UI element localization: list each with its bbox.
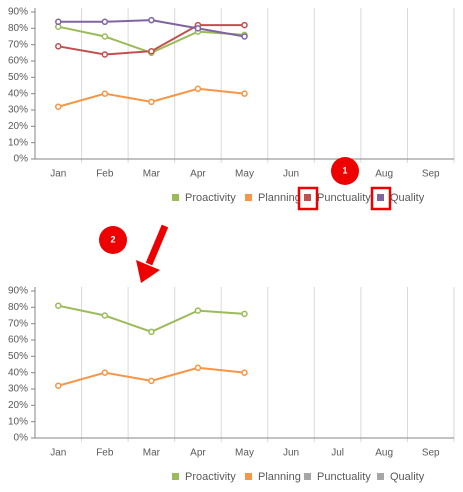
data-point bbox=[101, 18, 109, 26]
y-tick-label: 70% bbox=[8, 318, 28, 329]
data-point bbox=[55, 103, 62, 110]
data-point bbox=[101, 90, 109, 97]
data-point bbox=[194, 364, 202, 372]
legend-swatch bbox=[245, 473, 252, 480]
highlight-box bbox=[297, 186, 319, 211]
legend-label: Punctuality bbox=[317, 192, 371, 204]
x-tick-label: Jan bbox=[50, 448, 66, 459]
legend-swatch bbox=[377, 194, 384, 201]
data-point bbox=[148, 377, 155, 385]
x-tick-label: May bbox=[235, 448, 254, 459]
y-tick-label: 50% bbox=[8, 351, 28, 362]
x-tick-label: Sep bbox=[422, 448, 440, 459]
data-point bbox=[194, 85, 202, 93]
x-tick-label: Sep bbox=[422, 169, 440, 180]
data-point bbox=[55, 382, 62, 389]
legend-label: Proactivity bbox=[185, 471, 236, 483]
y-tick-label: 40% bbox=[8, 88, 28, 99]
data-point bbox=[101, 312, 109, 319]
y-tick-label: 20% bbox=[8, 121, 28, 132]
y-tick-label: 10% bbox=[8, 137, 28, 148]
series-line bbox=[58, 304, 245, 333]
y-tick-label: 0% bbox=[14, 154, 29, 165]
data-point bbox=[148, 47, 155, 55]
x-tick-label: Feb bbox=[96, 169, 114, 180]
y-tick-label: 50% bbox=[8, 72, 28, 83]
y-tick-label: 30% bbox=[8, 384, 28, 395]
y-tick-label: 0% bbox=[14, 433, 29, 444]
data-point bbox=[241, 21, 248, 29]
legend-swatch bbox=[172, 194, 179, 201]
y-tick-label: 80% bbox=[8, 302, 28, 313]
data-point bbox=[55, 302, 62, 309]
x-tick-label: Apr bbox=[190, 448, 206, 459]
legend-label: Quality bbox=[390, 471, 425, 483]
x-tick-label: Mar bbox=[143, 448, 161, 459]
x-tick-label: Jun bbox=[283, 448, 299, 459]
data-point bbox=[148, 328, 155, 336]
y-tick-label: 20% bbox=[8, 400, 28, 411]
legend-label: Quality bbox=[390, 192, 425, 204]
step-label: 2 bbox=[110, 234, 115, 244]
step-badge bbox=[331, 157, 359, 185]
legend-label: Proactivity bbox=[185, 192, 236, 204]
y-tick-label: 60% bbox=[8, 335, 28, 346]
legend-swatch bbox=[304, 194, 311, 201]
legend-label: Planning bbox=[258, 192, 301, 204]
x-tick-label: Apr bbox=[190, 169, 206, 180]
y-tick-label: 90% bbox=[8, 286, 28, 297]
data-point bbox=[101, 51, 109, 58]
x-tick-label: Aug bbox=[375, 169, 393, 180]
data-point bbox=[55, 18, 62, 26]
y-tick-label: 30% bbox=[8, 105, 28, 116]
data-point bbox=[241, 369, 248, 376]
data-point bbox=[55, 43, 62, 50]
legend-swatch bbox=[377, 473, 384, 480]
y-tick-label: 40% bbox=[8, 367, 28, 378]
legend-label: Planning bbox=[258, 471, 301, 483]
x-tick-label: Mar bbox=[143, 169, 161, 180]
x-tick-label: Jun bbox=[283, 169, 299, 180]
data-point bbox=[194, 25, 202, 32]
data-point bbox=[101, 33, 109, 40]
arrow bbox=[145, 224, 169, 266]
data-point bbox=[241, 90, 248, 97]
data-point bbox=[101, 369, 109, 376]
x-tick-label: Aug bbox=[375, 448, 393, 459]
x-tick-label: May bbox=[235, 169, 254, 180]
highlight-box bbox=[370, 186, 392, 211]
x-tick-label: Jan bbox=[50, 169, 66, 180]
x-tick-label: Jul bbox=[331, 448, 344, 459]
y-tick-label: 70% bbox=[8, 39, 28, 50]
data-point bbox=[148, 16, 155, 24]
y-tick-label: 60% bbox=[8, 56, 28, 67]
legend-swatch bbox=[245, 194, 252, 201]
y-tick-label: 90% bbox=[8, 7, 28, 18]
x-tick-label: Feb bbox=[96, 448, 114, 459]
legend-swatch bbox=[304, 473, 311, 480]
legend-label: Punctuality bbox=[317, 471, 371, 483]
step-label: 1 bbox=[342, 165, 347, 175]
legend-swatch bbox=[172, 473, 179, 480]
data-point bbox=[148, 98, 155, 106]
y-tick-label: 10% bbox=[8, 416, 28, 427]
arrow-head bbox=[136, 260, 160, 283]
step-badge bbox=[99, 226, 127, 254]
y-tick-label: 80% bbox=[8, 23, 28, 34]
data-point bbox=[241, 33, 248, 40]
data-point bbox=[241, 310, 248, 318]
data-point bbox=[194, 307, 202, 314]
